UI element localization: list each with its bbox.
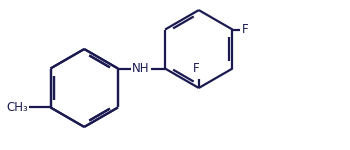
Text: NH: NH (132, 62, 149, 75)
Text: F: F (193, 62, 200, 75)
Text: CH₃: CH₃ (6, 101, 28, 114)
Text: F: F (242, 23, 249, 36)
